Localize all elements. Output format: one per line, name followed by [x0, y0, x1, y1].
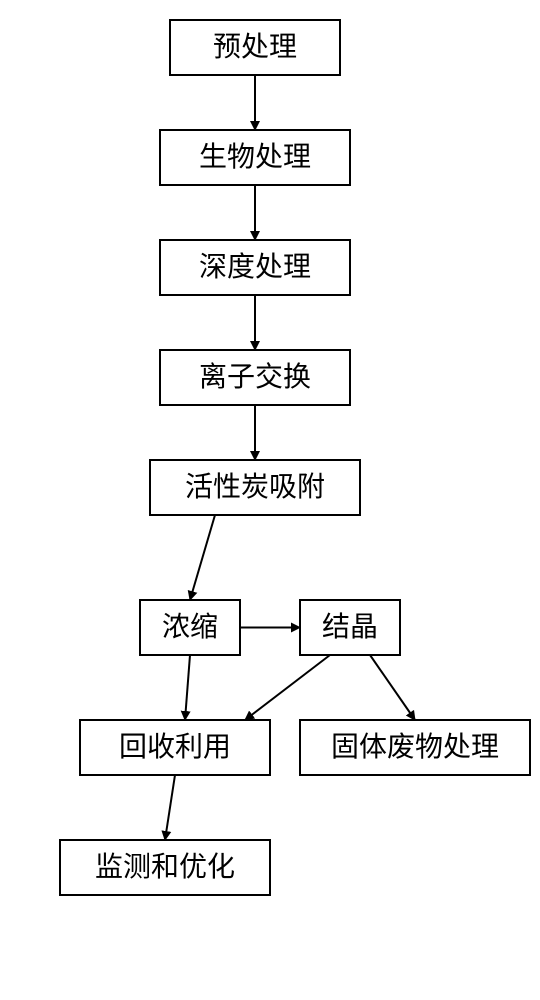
node-label: 浓缩: [162, 611, 218, 643]
node-n10: 监测和优化: [60, 840, 270, 895]
edge-n8-n10: [165, 775, 175, 840]
node-n9: 固体废物处理: [300, 720, 530, 775]
node-label: 生物处理: [199, 141, 311, 173]
edge-n6-n8: [185, 655, 190, 720]
node-label: 回收利用: [119, 731, 231, 763]
node-label: 结晶: [322, 611, 378, 643]
edge-n5-n6: [190, 515, 215, 600]
node-n7: 结晶: [300, 600, 400, 655]
node-n5: 活性炭吸附: [150, 460, 360, 515]
flowchart: 预处理生物处理深度处理离子交换活性炭吸附浓缩 结晶回收利用 固体废物处理监测和优化: [0, 0, 540, 1000]
node-n8: 回收利用: [80, 720, 270, 775]
node-n6: 浓缩: [140, 600, 240, 655]
node-n1: 预处理: [170, 20, 340, 75]
node-n4: 离子交换: [160, 350, 350, 405]
node-label: 离子交换: [199, 361, 311, 393]
node-label: 预处理: [213, 31, 297, 63]
node-label: 监测和优化: [95, 851, 235, 883]
node-label: 活性炭吸附: [185, 471, 325, 503]
edge-n7-n8: [245, 655, 330, 720]
edge-n7-n9: [370, 655, 415, 720]
node-label: 固体废物处理: [331, 731, 499, 763]
node-n2: 生物处理: [160, 130, 350, 185]
node-n3: 深度处理: [160, 240, 350, 295]
node-label: 深度处理: [199, 251, 311, 283]
